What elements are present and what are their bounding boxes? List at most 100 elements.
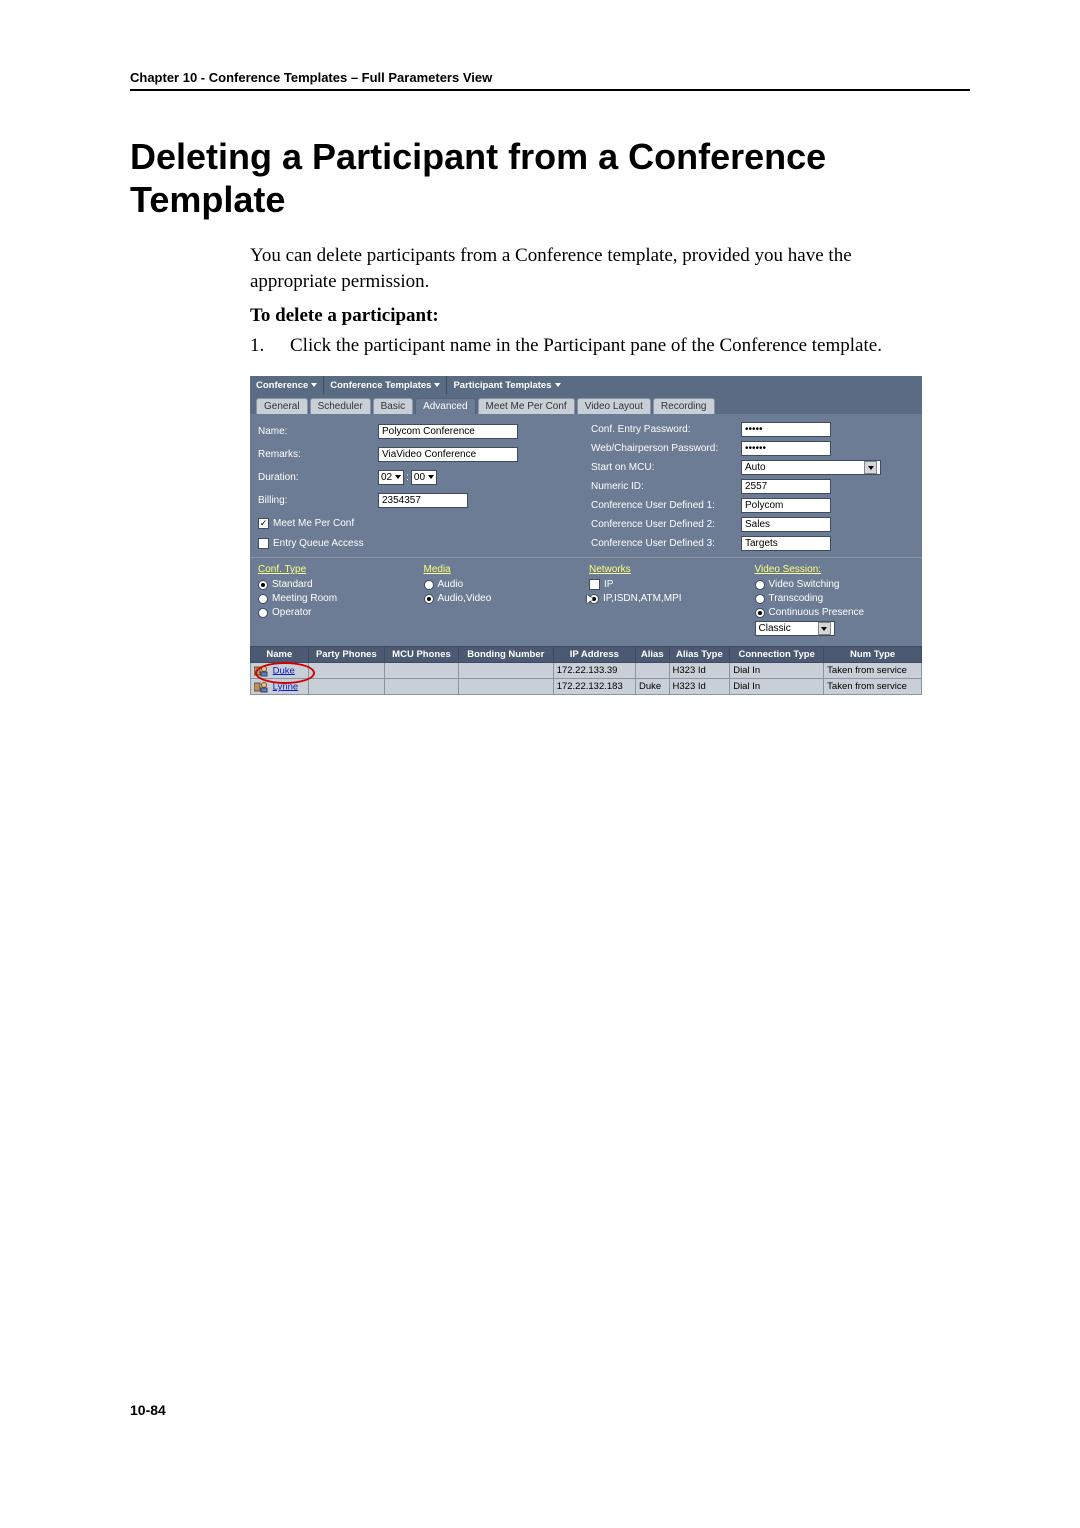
opt-label: IP,ISDN,ATM,MPI (603, 593, 682, 604)
opt-label: Operator (272, 607, 311, 618)
video-switching[interactable]: Video Switching (755, 579, 915, 590)
menu-participant-templates[interactable]: Participant Templates (447, 376, 566, 394)
menu-label: Conference Templates (330, 380, 431, 391)
col-num-type[interactable]: Num Type (824, 647, 922, 663)
col-party-phones[interactable]: Party Phones (308, 647, 384, 663)
opt-label: Audio,Video (438, 593, 492, 604)
menu-conference-templates[interactable]: Conference Templates (324, 376, 447, 394)
cell-num-type: Taken from service (824, 663, 922, 679)
ud2-input[interactable] (741, 517, 831, 532)
tab-meet-me-per-conf[interactable]: Meet Me Per Conf (478, 398, 575, 414)
ud3-input[interactable] (741, 536, 831, 551)
duration-mm-select[interactable]: 00 (411, 470, 437, 485)
video-continuous-presence[interactable]: Continuous Presence (755, 607, 915, 618)
conf-type-panel: Conf. Type Standard Meeting Room Operato… (258, 564, 418, 636)
radio-icon (589, 594, 599, 604)
step-1-text: Click the participant name in the Partic… (290, 333, 882, 359)
duration-mm-value: 00 (414, 472, 425, 483)
networks-head: Networks (589, 564, 749, 575)
checkbox-icon (589, 579, 600, 590)
conf-type-meeting-room[interactable]: Meeting Room (258, 593, 418, 604)
tab-advanced[interactable]: Advanced (415, 398, 475, 414)
page-heading: Deleting a Participant from a Conference… (130, 135, 970, 221)
media-audio[interactable]: Audio (424, 579, 584, 590)
col-bonding-number[interactable]: Bonding Number (458, 647, 553, 663)
duration-colon: : (406, 472, 409, 483)
participant-icon (254, 681, 268, 693)
step-1-number: 1. (250, 333, 270, 359)
name-label: Name: (258, 426, 378, 437)
radio-icon (755, 608, 765, 618)
cell-name[interactable]: Duke (251, 663, 309, 679)
meet-me-checkbox[interactable]: ✓ (258, 518, 269, 529)
media-panel: Media Audio Audio,Video (424, 564, 584, 636)
video-session-head: Video Session: (755, 564, 915, 575)
chevron-down-icon (434, 383, 440, 387)
numeric-id-label: Numeric ID: (591, 481, 741, 492)
tab-video-layout[interactable]: Video Layout (577, 398, 651, 414)
participant-icon (254, 665, 268, 677)
chapter-title: Chapter 10 - Conference Templates – Full… (130, 70, 970, 85)
chevron-down-icon (311, 383, 317, 387)
step-1: 1. Click the participant name in the Par… (250, 333, 890, 359)
remarks-label: Remarks: (258, 449, 378, 460)
billing-label: Billing: (258, 495, 378, 506)
tab-basic[interactable]: Basic (373, 398, 413, 414)
opt-label: Transcoding (769, 593, 824, 604)
tab-recording[interactable]: Recording (653, 398, 715, 414)
ud2-label: Conference User Defined 2: (591, 519, 741, 530)
cell-alias: Duke (636, 679, 670, 695)
entry-queue-checkbox[interactable] (258, 538, 269, 549)
meet-me-label: Meet Me Per Conf (273, 518, 354, 529)
participants-table: Name Party Phones MCU Phones Bonding Num… (250, 646, 922, 695)
cell-alias (636, 663, 670, 679)
networks-ip[interactable]: IP (589, 579, 749, 590)
table-row[interactable]: Lynne 172.22.132.183 Duke H323 Id Dial I… (251, 679, 922, 695)
tab-general[interactable]: General (256, 398, 308, 414)
chair-password-label: Web/Chairperson Password: (591, 443, 741, 454)
start-mcu-select[interactable]: Auto (741, 460, 881, 475)
remarks-input[interactable] (378, 447, 518, 462)
radio-icon (258, 608, 268, 618)
cell-name[interactable]: Lynne (251, 679, 309, 695)
media-head: Media (424, 564, 584, 575)
tab-scheduler[interactable]: Scheduler (310, 398, 371, 414)
chair-password-input[interactable] (741, 441, 831, 456)
networks-combo[interactable]: IP,ISDN,ATM,MPI (589, 593, 749, 604)
col-alias[interactable]: Alias (636, 647, 670, 663)
radio-icon (755, 594, 765, 604)
cell-bonding-number (458, 679, 553, 695)
conf-type-operator[interactable]: Operator (258, 607, 418, 618)
name-input[interactable] (378, 424, 518, 439)
media-audio-video[interactable]: Audio,Video (424, 593, 584, 604)
menubar: Conference Conference Templates Particip… (250, 376, 922, 394)
app-screenshot: Conference Conference Templates Particip… (250, 376, 922, 695)
participant-link[interactable]: Lynne (273, 681, 299, 692)
opt-label: Audio (438, 579, 464, 590)
col-mcu-phones[interactable]: MCU Phones (385, 647, 459, 663)
conf-type-standard[interactable]: Standard (258, 579, 418, 590)
procedure-subhead: To delete a participant: (250, 305, 890, 327)
participant-link[interactable]: Duke (273, 665, 295, 676)
video-transcoding[interactable]: Transcoding (755, 593, 915, 604)
numeric-id-input[interactable] (741, 479, 831, 494)
entry-password-input[interactable] (741, 422, 831, 437)
cell-alias-type: H323 Id (669, 679, 730, 695)
cell-party-phones (308, 679, 384, 695)
networks-panel: Networks IP IP,ISDN,ATM,MPI (589, 564, 749, 636)
video-mode-select[interactable]: Classic (755, 621, 835, 636)
col-name[interactable]: Name (251, 647, 309, 663)
col-connection-type[interactable]: Connection Type (730, 647, 824, 663)
ud1-input[interactable] (741, 498, 831, 513)
opt-label: Meeting Room (272, 593, 337, 604)
chevron-down-icon (818, 622, 831, 635)
table-row[interactable]: Duke 172.22.133.39 H323 Id Dial In Taken… (251, 663, 922, 679)
menu-conference[interactable]: Conference (250, 376, 324, 394)
meet-me-per-conf-row[interactable]: ✓ Meet Me Per Conf (258, 518, 581, 529)
table-header-row: Name Party Phones MCU Phones Bonding Num… (251, 647, 922, 663)
duration-hh-select[interactable]: 02 (378, 470, 404, 485)
entry-queue-row[interactable]: Entry Queue Access (258, 538, 581, 549)
col-ip-address[interactable]: IP Address (553, 647, 635, 663)
col-alias-type[interactable]: Alias Type (669, 647, 730, 663)
billing-input[interactable] (378, 493, 468, 508)
